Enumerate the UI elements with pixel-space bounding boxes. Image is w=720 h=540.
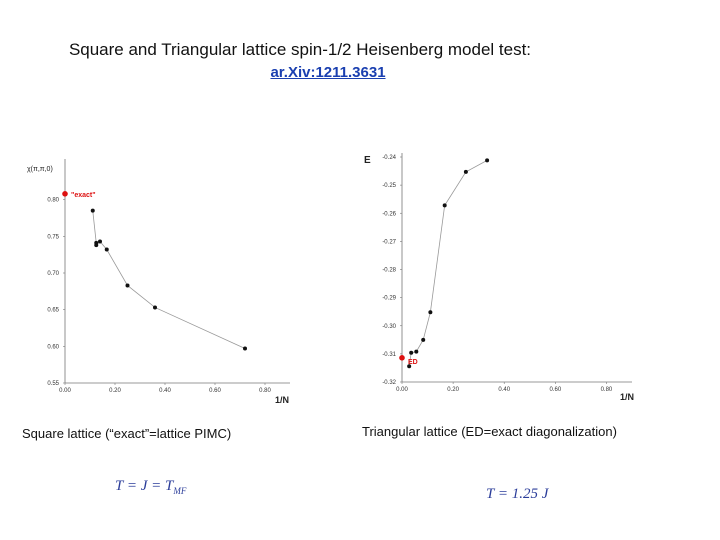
- data-point: [414, 349, 419, 354]
- x-tick-label: 0.80: [259, 388, 271, 394]
- y-tick-label: 0.75: [47, 234, 59, 240]
- data-point: [463, 169, 468, 174]
- x-tick-label: 0.60: [549, 387, 561, 393]
- y-tick-label: -0.30: [382, 324, 396, 330]
- right-caption: Triangular lattice (ED=exact diagonaliza…: [362, 424, 617, 439]
- reference-point: [62, 191, 68, 197]
- x-axis-label: 1/N: [275, 395, 289, 405]
- x-tick-label: 0.20: [109, 388, 121, 394]
- y-tick-label: 0.65: [47, 308, 59, 314]
- arxiv-link[interactable]: ar.Xiv:1211.3631: [270, 64, 386, 81]
- data-point: [98, 239, 102, 244]
- left-formula: T = J = TMF: [115, 478, 187, 496]
- y-tick-label: 0.70: [47, 271, 59, 277]
- reference-label: "exact": [71, 192, 96, 199]
- data-point: [94, 243, 99, 248]
- x-tick-label: 0.00: [396, 387, 408, 393]
- data-point: [428, 310, 433, 315]
- y-tick-label: -0.29: [382, 296, 396, 302]
- reference-label: ED: [408, 359, 418, 366]
- data-point: [442, 203, 447, 208]
- y-tick-label: -0.28: [382, 268, 396, 274]
- y-tick-label: -0.25: [382, 183, 396, 189]
- data-point: [409, 350, 414, 355]
- y-tick-label: 0.80: [47, 198, 59, 204]
- data-point: [243, 346, 247, 351]
- data-point: [421, 337, 426, 342]
- x-tick-label: 0.80: [601, 387, 613, 393]
- x-tick-label: 0.20: [447, 387, 459, 393]
- square-lattice-chart: 0.55 0.60 0.65 0.70 0.75 0.80 0.00 0.20 0.40 0.60…: [27, 159, 290, 405]
- x-tick-label: 0.40: [498, 387, 510, 393]
- series-line: [92, 210, 246, 349]
- x-tick-label: 0.40: [159, 388, 171, 394]
- data-point: [153, 305, 157, 310]
- y-axis-label: χ(π,π,0): [27, 166, 53, 173]
- y-tick-label: -0.24: [382, 155, 396, 161]
- y-tick-label: -0.31: [382, 352, 396, 358]
- data-point: [407, 364, 412, 369]
- x-tick-label: 0.60: [209, 388, 221, 394]
- x-tick-label: 0.00: [59, 388, 71, 394]
- x-axis-label: 1/N: [620, 392, 634, 402]
- y-tick-label: -0.26: [382, 211, 396, 217]
- reference-point: [399, 355, 405, 361]
- y-tick-label: -0.32: [382, 380, 396, 386]
- y-axis-label: E: [364, 155, 371, 166]
- left-caption: Square lattice (“exact”=lattice PIMC): [22, 426, 232, 441]
- y-tick-label: 0.60: [47, 344, 59, 350]
- slide-title: Square and Triangular lattice spin-1/2 H…: [68, 40, 532, 59]
- data-point: [485, 158, 490, 163]
- y-tick-label: 0.55: [47, 381, 59, 387]
- right-formula: T = 1.25 J: [486, 486, 549, 502]
- data-point: [90, 208, 95, 213]
- series-line: [408, 160, 488, 367]
- data-point: [104, 247, 109, 252]
- data-point: [125, 283, 130, 288]
- triangular-lattice-chart: -0.24 -0.25 -0.26 -0.27 -0.28 -0.29 -0.30 -0.31…: [364, 153, 634, 402]
- y-tick-label: -0.27: [382, 239, 396, 245]
